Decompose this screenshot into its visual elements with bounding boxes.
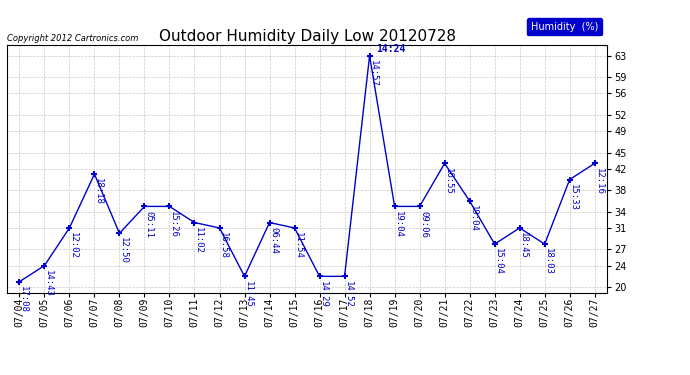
Legend: Humidity  (%): Humidity (%) xyxy=(527,18,602,36)
Text: 14:52: 14:52 xyxy=(344,280,353,308)
Text: 05:11: 05:11 xyxy=(144,211,153,237)
Text: 16:55: 16:55 xyxy=(444,168,453,194)
Text: 19:04: 19:04 xyxy=(469,205,478,232)
Text: 12:02: 12:02 xyxy=(69,232,78,259)
Text: Copyright 2012 Cartronics.com: Copyright 2012 Cartronics.com xyxy=(7,33,138,42)
Text: 11:45: 11:45 xyxy=(244,280,253,308)
Text: 15:33: 15:33 xyxy=(569,184,578,210)
Text: 15:26: 15:26 xyxy=(169,211,178,237)
Text: 18:45: 18:45 xyxy=(520,232,529,259)
Text: 12:50: 12:50 xyxy=(119,237,128,264)
Text: 18:03: 18:03 xyxy=(544,248,553,275)
Text: 14:24: 14:24 xyxy=(376,44,405,54)
Text: 14:57: 14:57 xyxy=(369,60,378,87)
Text: 06:44: 06:44 xyxy=(269,227,278,254)
Text: 14:29: 14:29 xyxy=(319,280,328,308)
Text: 09:06: 09:06 xyxy=(420,211,428,237)
Text: 11:02: 11:02 xyxy=(194,227,203,254)
Text: 17:08: 17:08 xyxy=(19,286,28,313)
Text: 15:04: 15:04 xyxy=(494,248,503,275)
Title: Outdoor Humidity Daily Low 20120728: Outdoor Humidity Daily Low 20120728 xyxy=(159,29,455,44)
Text: 18:18: 18:18 xyxy=(94,178,103,205)
Text: 11:54: 11:54 xyxy=(294,232,303,259)
Text: 12:16: 12:16 xyxy=(594,168,603,194)
Text: 16:58: 16:58 xyxy=(219,232,228,259)
Text: 19:04: 19:04 xyxy=(394,211,403,237)
Text: 14:43: 14:43 xyxy=(44,270,53,297)
